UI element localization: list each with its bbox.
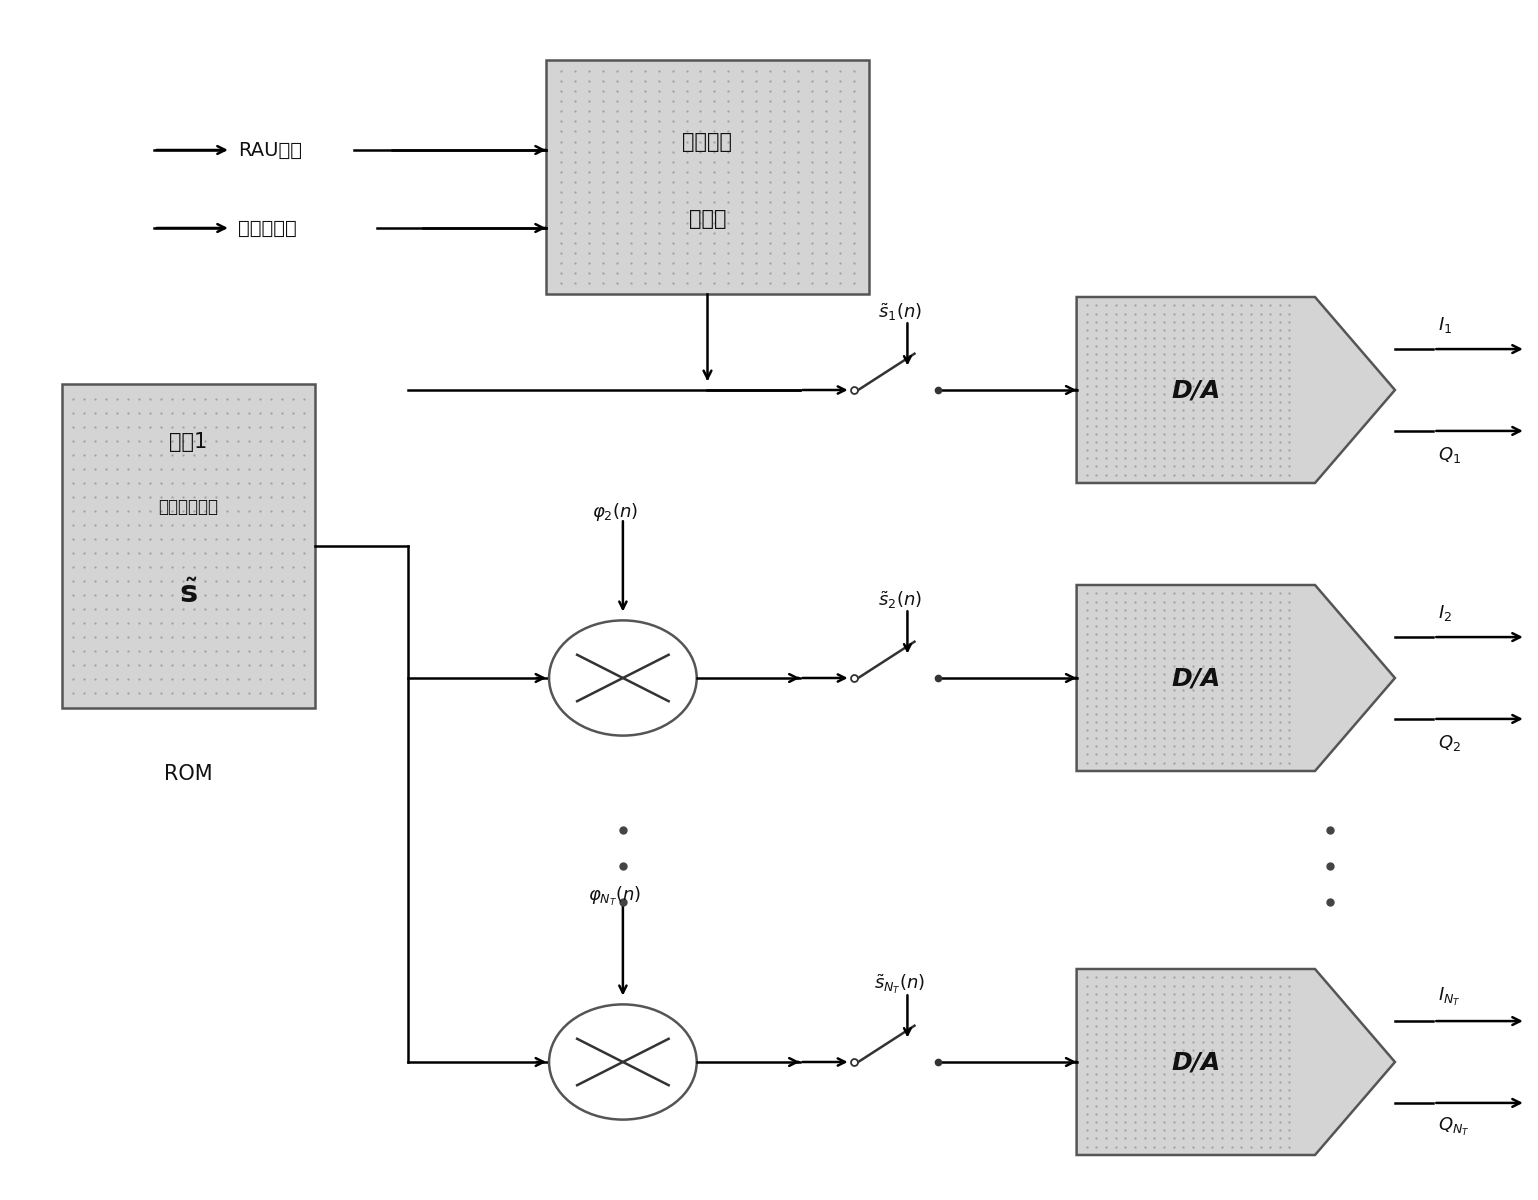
Text: $\varphi_{N_T}(n)$: $\varphi_{N_T}(n)$ — [589, 884, 641, 908]
Text: D/A: D/A — [1170, 666, 1221, 690]
Text: D/A: D/A — [1170, 378, 1221, 402]
Text: RAU编号: RAU编号 — [238, 140, 303, 160]
Bar — [62, 384, 315, 708]
Text: $Q_{N_T}$: $Q_{N_T}$ — [1438, 1116, 1470, 1138]
Text: ROM: ROM — [165, 764, 212, 784]
Text: 数字基带信号: 数字基带信号 — [158, 498, 218, 516]
Text: $\tilde{s}_2(n)$: $\tilde{s}_2(n)$ — [878, 589, 921, 611]
Text: $I_1$: $I_1$ — [1438, 316, 1452, 335]
Polygon shape — [1077, 584, 1395, 770]
Text: 信号发送: 信号发送 — [683, 132, 732, 152]
Text: D/A: D/A — [1170, 1050, 1221, 1074]
Text: 控制器: 控制器 — [689, 209, 726, 229]
Text: $\varphi_2(n)$: $\varphi_2(n)$ — [592, 502, 638, 523]
Text: $Q_2$: $Q_2$ — [1438, 733, 1461, 752]
Polygon shape — [1077, 970, 1395, 1154]
Polygon shape — [1077, 296, 1395, 482]
Text: 天线1: 天线1 — [169, 432, 208, 452]
Text: $I_2$: $I_2$ — [1438, 604, 1452, 623]
Circle shape — [549, 620, 697, 736]
Text: $\tilde{s}_{N_T}(n)$: $\tilde{s}_{N_T}(n)$ — [874, 972, 926, 996]
Text: 信号块编号: 信号块编号 — [238, 218, 297, 238]
Text: $\tilde{\mathbf{s}}$: $\tilde{\mathbf{s}}$ — [178, 580, 198, 610]
Bar — [546, 60, 869, 294]
Text: $\tilde{s}_1(n)$: $\tilde{s}_1(n)$ — [878, 301, 921, 323]
Circle shape — [549, 1004, 697, 1120]
Text: $Q_1$: $Q_1$ — [1438, 445, 1461, 464]
Text: $I_{N_T}$: $I_{N_T}$ — [1438, 986, 1461, 1008]
